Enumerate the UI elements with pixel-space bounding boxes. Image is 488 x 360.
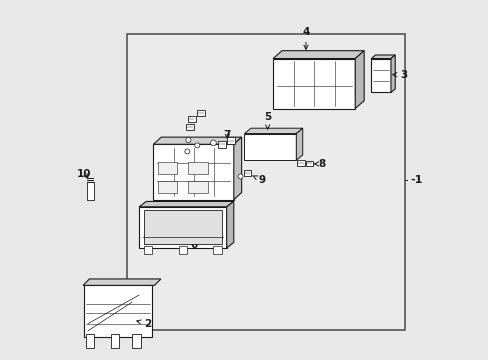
Circle shape: [238, 174, 243, 179]
Bar: [197, 110, 204, 116]
Text: 4: 4: [302, 27, 309, 49]
Circle shape: [184, 149, 189, 154]
Bar: [85, 334, 94, 348]
Bar: [178, 247, 187, 254]
Text: -1: -1: [409, 175, 422, 185]
Bar: [126, 33, 405, 330]
Polygon shape: [296, 128, 302, 160]
Bar: [139, 207, 226, 248]
Polygon shape: [370, 55, 394, 59]
Polygon shape: [354, 51, 364, 109]
Bar: [296, 160, 304, 166]
Polygon shape: [226, 202, 233, 248]
Bar: [305, 161, 312, 166]
Bar: [143, 247, 152, 254]
Bar: [244, 170, 250, 176]
Text: 10: 10: [77, 168, 92, 179]
Polygon shape: [83, 279, 161, 285]
Polygon shape: [153, 137, 241, 144]
Bar: [83, 285, 151, 337]
Circle shape: [210, 140, 216, 146]
Bar: [213, 247, 222, 254]
Polygon shape: [272, 51, 364, 59]
Circle shape: [194, 143, 200, 148]
Bar: [110, 334, 119, 348]
Polygon shape: [233, 137, 241, 200]
Bar: [186, 124, 194, 130]
Bar: [244, 134, 296, 160]
Text: 9: 9: [252, 175, 264, 185]
Bar: [144, 210, 221, 244]
Text: 8: 8: [314, 159, 325, 169]
Bar: [188, 181, 207, 193]
Text: 7: 7: [223, 130, 230, 140]
Text: 2: 2: [137, 319, 151, 329]
Bar: [188, 162, 207, 174]
Text: 5: 5: [264, 112, 271, 129]
Bar: [157, 181, 177, 193]
Bar: [226, 137, 235, 144]
Text: 3: 3: [392, 69, 406, 80]
Bar: [187, 116, 195, 122]
Bar: [218, 141, 225, 148]
Bar: [370, 59, 390, 93]
Text: 6: 6: [186, 235, 197, 250]
Bar: [272, 59, 354, 109]
Bar: [157, 162, 177, 174]
Polygon shape: [244, 128, 302, 134]
Bar: [132, 334, 141, 348]
Bar: [153, 144, 233, 200]
Circle shape: [185, 138, 190, 143]
Bar: [86, 182, 94, 200]
Polygon shape: [390, 55, 394, 93]
Polygon shape: [139, 202, 233, 207]
